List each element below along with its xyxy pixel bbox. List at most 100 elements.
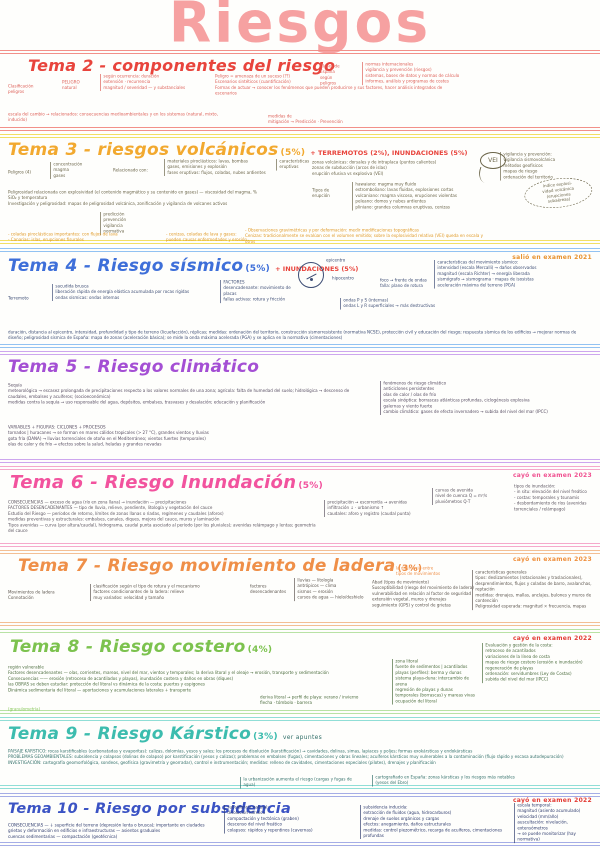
note-fragment: escala temporal: magnitud (asiento acumu… — [514, 803, 594, 843]
section-heading: Tema 10 - Riesgo por subsidencia — [8, 801, 291, 817]
note-fragment: curvas de avenida nivel de cuenca Q = m³… — [432, 488, 510, 506]
note-fragment: Tipos de erupción — [312, 188, 330, 199]
epicentro-label: epicentro — [326, 258, 346, 263]
section-tema-3: Tema 3 - riesgos volcánicos (5%) + TERREMO… — [0, 134, 600, 244]
heading-red-suffix: + TERREMOTOS (2%), INUNDACIONES (5%) — [310, 149, 468, 157]
heading-percent: (4%) — [247, 645, 273, 655]
heading-text: Tema 9 - Riesgo Kárstico — [8, 724, 252, 744]
note-fragment: subsidencia inducida: extracción de flui… — [360, 805, 512, 840]
exam-annotation: cayó en examen 2022 — [512, 797, 592, 804]
note-fragment: Relacionado con: — [113, 168, 148, 173]
note-fragment: precipitación → escorrentía → avenidas i… — [324, 500, 428, 518]
note-fragment: clasificación según el tipo de rotura y … — [90, 584, 242, 602]
note-fragment: VARIABLES + FIGURAS: CICLONES + PROCESOS… — [8, 425, 209, 447]
section-heading: Tema 8 - Riesgo costero (4%) — [10, 637, 272, 657]
section-tema-10: cayó en examen 2022 Tema 10 - Riesgo por… — [0, 793, 600, 846]
vei-speech-bubble: VEI — [480, 152, 506, 169]
heading-text: Tema 3 - riesgos volcánicos — [8, 140, 279, 160]
note-fragment: medidas de mitigación → Predicción · Pre… — [268, 114, 343, 125]
note-fragment: predicción prevención vigilancia normati… — [100, 212, 160, 235]
note-fragment: (granulometría) — [8, 707, 41, 712]
note-fragment: fenómenos de riesgo climático anticiclon… — [380, 381, 590, 416]
heading-percent: (5%) — [298, 481, 324, 491]
note-fragment: Terremoto — [8, 296, 29, 301]
exam-annotation: cayó en examen 2022 — [512, 635, 592, 642]
section-heading: Tema 3 - riesgos volcánicos (5%) + TERREMO… — [8, 140, 467, 160]
note-fragment: Peligrosidad relacionada con explosivida… — [8, 190, 257, 207]
note-fragment: Peligros (4) — [8, 170, 31, 175]
note-fragment: subsidencia natural: disolución kárstica… — [224, 805, 354, 834]
heading-percent: (3%) — [253, 732, 278, 742]
note-fragment: características generales tipos: desliza… — [472, 570, 594, 610]
section-tema-6: cayó en examen 2023 Tema 6 - Riesgo Inun… — [0, 466, 600, 547]
note-fragment: características del movimiento sísmico: … — [434, 260, 592, 289]
note-fragment: Peligro = amenaza de un suceso (⁇) Escen… — [215, 74, 443, 96]
note-fragment: normas internacionales vigilancia y prev… — [362, 62, 562, 85]
note-fragment: lluvias — litología antrópicos — clima s… — [294, 578, 386, 601]
heading-text: Tema 6 - Riesgo Inundación — [10, 472, 297, 493]
note-fragment: tipos de inundación: - in situ: elevació… — [514, 484, 587, 512]
fault-note: foco → frente de ondas falla: plano de r… — [380, 278, 427, 289]
section-tema-7: cayó en examen 2023 Tema 7 - Riesgo movi… — [0, 550, 600, 626]
exam-annotation: cayó en examen 2023 — [512, 472, 592, 479]
note-fragment: escala del cambio → relacionados: consec… — [8, 112, 218, 123]
heading-text: Tema 10 - Riesgo por subsidencia — [8, 801, 292, 817]
heading-text: Tema 2 - componentes del riesgo — [28, 56, 336, 75]
section-tema-5: Tema 5 - Riesgo climático Sequía meteoro… — [0, 351, 600, 463]
note-fragment: Evaluación y gestión de la costa: retroc… — [482, 643, 594, 683]
exam-annotation: cayó en examen 2023 — [512, 556, 592, 563]
note-fragment: PAISAJE KÁRSTICO: rocas karstificables (… — [8, 749, 564, 766]
note-fragment: - Observaciones gravimétricas y por defo… — [245, 228, 484, 245]
note-fragment: deriva litoral → perfil de playa: verano… — [260, 695, 359, 706]
vei-label: VEI — [488, 157, 498, 164]
note-fragment: vigilancia y prevención: vigilancia sism… — [500, 152, 592, 181]
section-tema-9: Tema 9 - Riesgo Kárstico (3%) ver apuntes … — [0, 717, 600, 789]
section-heading: Tema 2 - componentes del riesgo — [28, 56, 335, 75]
note-fragment: PELIGRO natural — [62, 80, 80, 91]
note-fragment: zonas volcánicas: dorsales y de intrapla… — [312, 160, 437, 177]
note-fragment: la diferencia entre tipos de movimientos — [396, 566, 441, 577]
heading-text: Tema 5 - Riesgo climático — [8, 357, 260, 377]
note-fragment: cartografiado en España: zonas kársticas… — [372, 775, 524, 787]
note-fragment: según ocurrencia: duración extensión · r… — [100, 74, 220, 92]
note-fragment: Sequía meteorológica → escasez prolongad… — [8, 383, 350, 405]
heading-percent: (5%) — [245, 264, 271, 274]
note-fragment: FACTORES desencadenante: movimiento de p… — [220, 280, 298, 303]
heading-text: Tema 4 - Riesgo sísmico — [8, 256, 244, 276]
hipocentro-label: hipocentro — [332, 276, 354, 281]
section-tema-4: salió en examen 2021 Tema 4 - Riesgo sís… — [0, 248, 600, 348]
section-tema-2: Tema 2 - componentes del riesgo Clasific… — [0, 50, 600, 131]
section-heading: Tema 7 - Riesgo movimiento de ladera (3%) — [18, 556, 422, 576]
note-fragment: sacudida brusca liberación rápida de ene… — [52, 284, 217, 302]
note-fragment: ondas P y S (internas) ondas L y R super… — [340, 298, 435, 310]
note-fragment: CONSECUENCIAS — exceso de agua (río en z… — [8, 500, 316, 534]
note-fragment: zona litoral fuente de sedimentos | acan… — [392, 659, 480, 705]
note-fragment: factores desencadenantes — [250, 584, 287, 595]
heading-small-note: ver apuntes — [282, 734, 323, 741]
earthquake-epicenter-diagram — [298, 262, 324, 288]
note-fragment: Movimientos de ladera Connotación — [8, 590, 55, 601]
heading-text: Tema 8 - Riesgo costero — [10, 637, 246, 657]
note-fragment: Clases de España según peligros — [320, 64, 340, 86]
section-heading: Tema 5 - Riesgo climático — [8, 357, 259, 377]
section-heading: Tema 9 - Riesgo Kárstico (3%) ver apuntes — [8, 724, 322, 744]
note-fragment: - cenizas, coladas de lava y gases: pued… — [166, 232, 247, 243]
heading-percent: (5%) — [280, 148, 306, 158]
note-fragment: características eruptivas — [276, 159, 318, 171]
section-heading: Tema 6 - Riesgo Inundación (5%) — [10, 472, 323, 493]
note-fragment: duración, distancia al epicentro, intens… — [8, 330, 577, 341]
heading-percent: (3%) — [397, 564, 423, 574]
note-fragment: la urbanización aumenta el riesgo (carga… — [240, 777, 352, 789]
note-fragment: Clasificación peligros — [8, 84, 34, 95]
exam-annotation: salió en examen 2021 — [512, 254, 592, 261]
note-fragment: CONSECUENCIAS — ↓ superficie del terreno… — [8, 823, 205, 840]
note-fragment: - coladas piroclásticas importantes: con… — [8, 232, 118, 243]
note-fragment: Abad (tipos de movimiento) Susceptibilid… — [372, 580, 474, 608]
note-fragment: región vulnerable Factores desencadenant… — [8, 665, 329, 693]
note-fragment: concentración magma gases — [50, 162, 112, 180]
heading-text: Tema 7 - Riesgo movimiento de ladera — [18, 556, 396, 576]
note-fragment: materiales piroclásticos: lavas, bombas … — [164, 159, 299, 177]
section-tema-8: cayó en examen 2022 Tema 8 - Riesgo cost… — [0, 629, 600, 714]
page-title: Riesgos — [168, 0, 432, 55]
